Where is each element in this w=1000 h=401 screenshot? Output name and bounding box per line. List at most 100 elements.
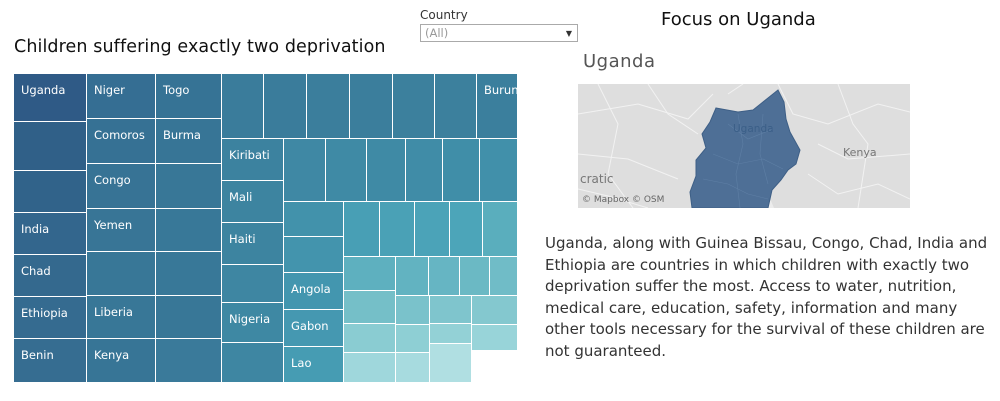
treemap-cell[interactable] <box>222 74 264 139</box>
treemap-cell[interactable] <box>460 257 490 296</box>
treemap-cell[interactable] <box>344 353 396 383</box>
treemap-cell[interactable] <box>380 202 415 257</box>
treemap-cell-chad[interactable]: Chad <box>14 255 87 297</box>
treemap-cell[interactable] <box>326 139 367 202</box>
treemap-cell[interactable] <box>480 139 518 202</box>
treemap-cell-haiti[interactable]: Haiti <box>222 223 284 265</box>
treemap-cell-label: Burundi <box>484 83 529 97</box>
treemap-cell[interactable] <box>396 353 430 383</box>
treemap-cell[interactable] <box>307 74 350 139</box>
treemap-cell[interactable] <box>344 291 396 324</box>
treemap-cell-label: Lao <box>291 356 312 370</box>
country-filter-label: Country <box>420 8 468 22</box>
treemap-cell[interactable] <box>490 257 518 296</box>
treemap[interactable]: Uganda India Chad Ethiopia Benin Niger Comoros… <box>14 74 529 383</box>
treemap-cell[interactable] <box>429 257 460 296</box>
treemap-cell-india[interactable]: India <box>14 213 87 255</box>
treemap-cell-label: Burma <box>163 128 201 142</box>
treemap-cell-congo[interactable]: Congo <box>87 164 156 209</box>
treemap-cell[interactable] <box>344 202 380 257</box>
treemap-cell-gabon[interactable]: Gabon <box>284 310 344 347</box>
map-attribution[interactable]: © Mapbox © OSM <box>582 195 665 205</box>
map-label-kenya: Kenya <box>843 146 877 159</box>
treemap-cell[interactable] <box>264 74 307 139</box>
treemap-cell[interactable] <box>430 296 472 324</box>
treemap-cell-comoros[interactable]: Comoros <box>87 119 156 164</box>
treemap-cell[interactable] <box>344 257 396 291</box>
treemap-title: Children suffering exactly two deprivati… <box>14 37 386 57</box>
treemap-cell-label: Ethiopia <box>21 306 68 320</box>
treemap-cell-label: Mali <box>229 190 253 204</box>
treemap-cell[interactable] <box>393 74 435 139</box>
treemap-cell-yemen[interactable]: Yemen <box>87 209 156 252</box>
treemap-cell-label: Angola <box>291 282 331 296</box>
uganda-map[interactable] <box>578 84 910 208</box>
treemap-cell[interactable] <box>284 202 344 237</box>
treemap-cell-label: India <box>21 222 50 236</box>
treemap-cell-kiribati[interactable]: Kiribati <box>222 139 284 181</box>
treemap-cell[interactable] <box>156 339 222 383</box>
treemap-cell-label: Chad <box>21 264 51 278</box>
treemap-cell[interactable] <box>472 325 518 351</box>
treemap-cell[interactable] <box>156 164 222 209</box>
treemap-cell[interactable] <box>156 252 222 296</box>
treemap-cell-label: Comoros <box>94 128 145 142</box>
description-text: Uganda, along with Guinea Bissau, Congo,… <box>545 234 988 360</box>
treemap-cell[interactable] <box>396 257 429 296</box>
treemap-cell[interactable] <box>156 209 222 252</box>
dropdown-arrow-icon: ▼ <box>565 29 572 38</box>
treemap-cell-label: Kenya <box>94 348 130 362</box>
treemap-cell-label: Togo <box>163 83 190 97</box>
treemap-cell-angola[interactable]: Angola <box>284 273 344 310</box>
treemap-cell-togo[interactable]: Togo <box>156 74 222 119</box>
treemap-cell-burma[interactable]: Burma <box>156 119 222 164</box>
treemap-cell-burundi[interactable]: Burundi <box>477 74 529 139</box>
treemap-cell-uganda[interactable]: Uganda <box>14 74 87 122</box>
treemap-cell[interactable] <box>483 202 518 257</box>
treemap-cell[interactable] <box>156 296 222 339</box>
treemap-cell-label: Benin <box>21 348 54 362</box>
treemap-cell[interactable] <box>415 202 450 257</box>
treemap-cell-label: Yemen <box>94 218 133 232</box>
country-filter-dropdown[interactable]: (All) ▼ <box>420 24 578 42</box>
map-canvas <box>578 84 910 208</box>
treemap-cell[interactable] <box>14 122 87 171</box>
uganda-shape <box>689 89 801 208</box>
treemap-cell-liberia[interactable]: Liberia <box>87 296 156 339</box>
treemap-cell[interactable] <box>435 74 477 139</box>
treemap-cell-label: Niger <box>94 83 125 97</box>
map-label-uganda: Uganda <box>733 123 774 135</box>
treemap-cell-label: Congo <box>94 173 131 187</box>
treemap-cell-nigeria[interactable]: Nigeria <box>222 303 284 343</box>
treemap-cell[interactable] <box>350 74 393 139</box>
treemap-cell[interactable] <box>284 237 344 273</box>
country-filter-value: (All) <box>425 26 449 40</box>
treemap-cell-label: Nigeria <box>229 312 271 326</box>
treemap-cell[interactable] <box>396 325 430 353</box>
treemap-cell[interactable] <box>450 202 483 257</box>
treemap-cell-label: Gabon <box>291 319 329 333</box>
treemap-cell-ethiopia[interactable]: Ethiopia <box>14 297 87 339</box>
treemap-cell[interactable] <box>472 296 518 325</box>
treemap-cell[interactable] <box>344 324 396 353</box>
treemap-cell-label: Uganda <box>21 83 66 97</box>
treemap-cell[interactable] <box>14 171 87 213</box>
treemap-cell[interactable] <box>284 139 326 202</box>
treemap-cell[interactable] <box>430 344 472 383</box>
treemap-cell-niger[interactable]: Niger <box>87 74 156 119</box>
treemap-cell[interactable] <box>367 139 406 202</box>
treemap-cell-benin[interactable]: Benin <box>14 339 87 383</box>
treemap-cell[interactable] <box>87 252 156 296</box>
treemap-cell[interactable] <box>406 139 443 202</box>
treemap-cell-mali[interactable]: Mali <box>222 181 284 223</box>
treemap-cell-kenya[interactable]: Kenya <box>87 339 156 383</box>
treemap-cell[interactable] <box>222 265 284 303</box>
treemap-cell[interactable] <box>443 139 480 202</box>
treemap-cell[interactable] <box>396 296 430 325</box>
map-title: Uganda <box>583 51 656 72</box>
treemap-cell-label: Haiti <box>229 232 256 246</box>
treemap-cell[interactable] <box>222 343 284 383</box>
treemap-cell-label: Liberia <box>94 305 133 319</box>
treemap-cell[interactable] <box>430 324 472 344</box>
treemap-cell-lao[interactable]: Lao <box>284 347 344 383</box>
